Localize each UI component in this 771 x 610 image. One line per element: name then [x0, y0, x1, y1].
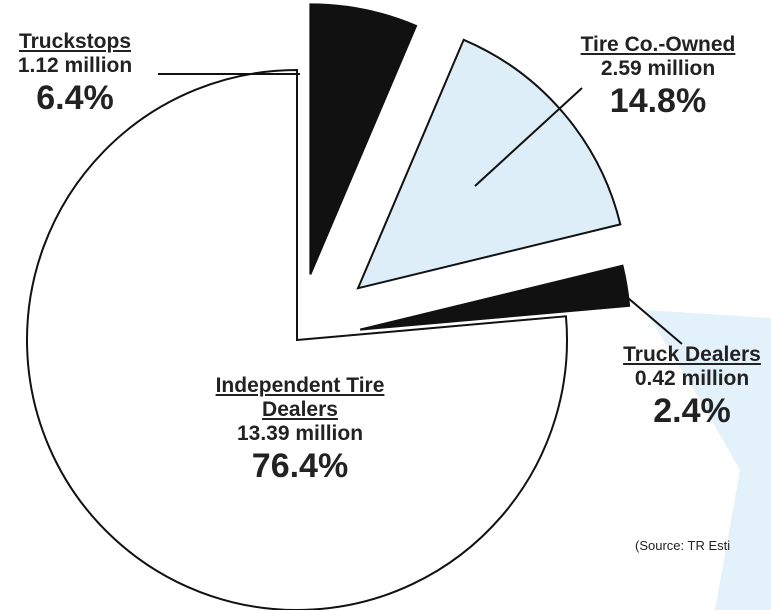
pie-slice [356, 38, 622, 290]
slice-label: Truck Dealers 0.42 million 2.4% [592, 343, 771, 432]
value-label: 14.8% [609, 82, 707, 121]
amount-label: 13.39 million [236, 422, 364, 446]
leader-line [613, 285, 683, 345]
category-name: Independent Tire Dealers [215, 374, 385, 422]
category-name: Truck Dealers [623, 343, 761, 366]
value-label: 2.4% [653, 392, 731, 431]
leader-line [474, 87, 583, 187]
value-label: 76.4% [251, 447, 349, 486]
background-shape [645, 310, 771, 610]
amount-label: 0.42 million [634, 367, 750, 391]
slice-label: Tire Co.-Owned 2.59 million 14.8% [548, 33, 768, 122]
category-name: Tire Co.-Owned [580, 33, 736, 56]
value-label: 6.4% [36, 79, 114, 118]
amount-label: 1.12 million [17, 54, 133, 78]
pie-slice [359, 264, 631, 331]
slice-label: Independent Tire Dealers 13.39 million 76.… [180, 374, 420, 487]
pie-slice [309, 3, 418, 275]
slice-label: Truckstops 1.12 million 6.4% [0, 30, 175, 119]
pie-slice [26, 68, 568, 610]
amount-label: 2.59 million [600, 57, 716, 81]
slices [26, 3, 631, 610]
source-note: (Source: TR Esti [635, 538, 731, 553]
category-name: Truckstops [18, 30, 132, 53]
